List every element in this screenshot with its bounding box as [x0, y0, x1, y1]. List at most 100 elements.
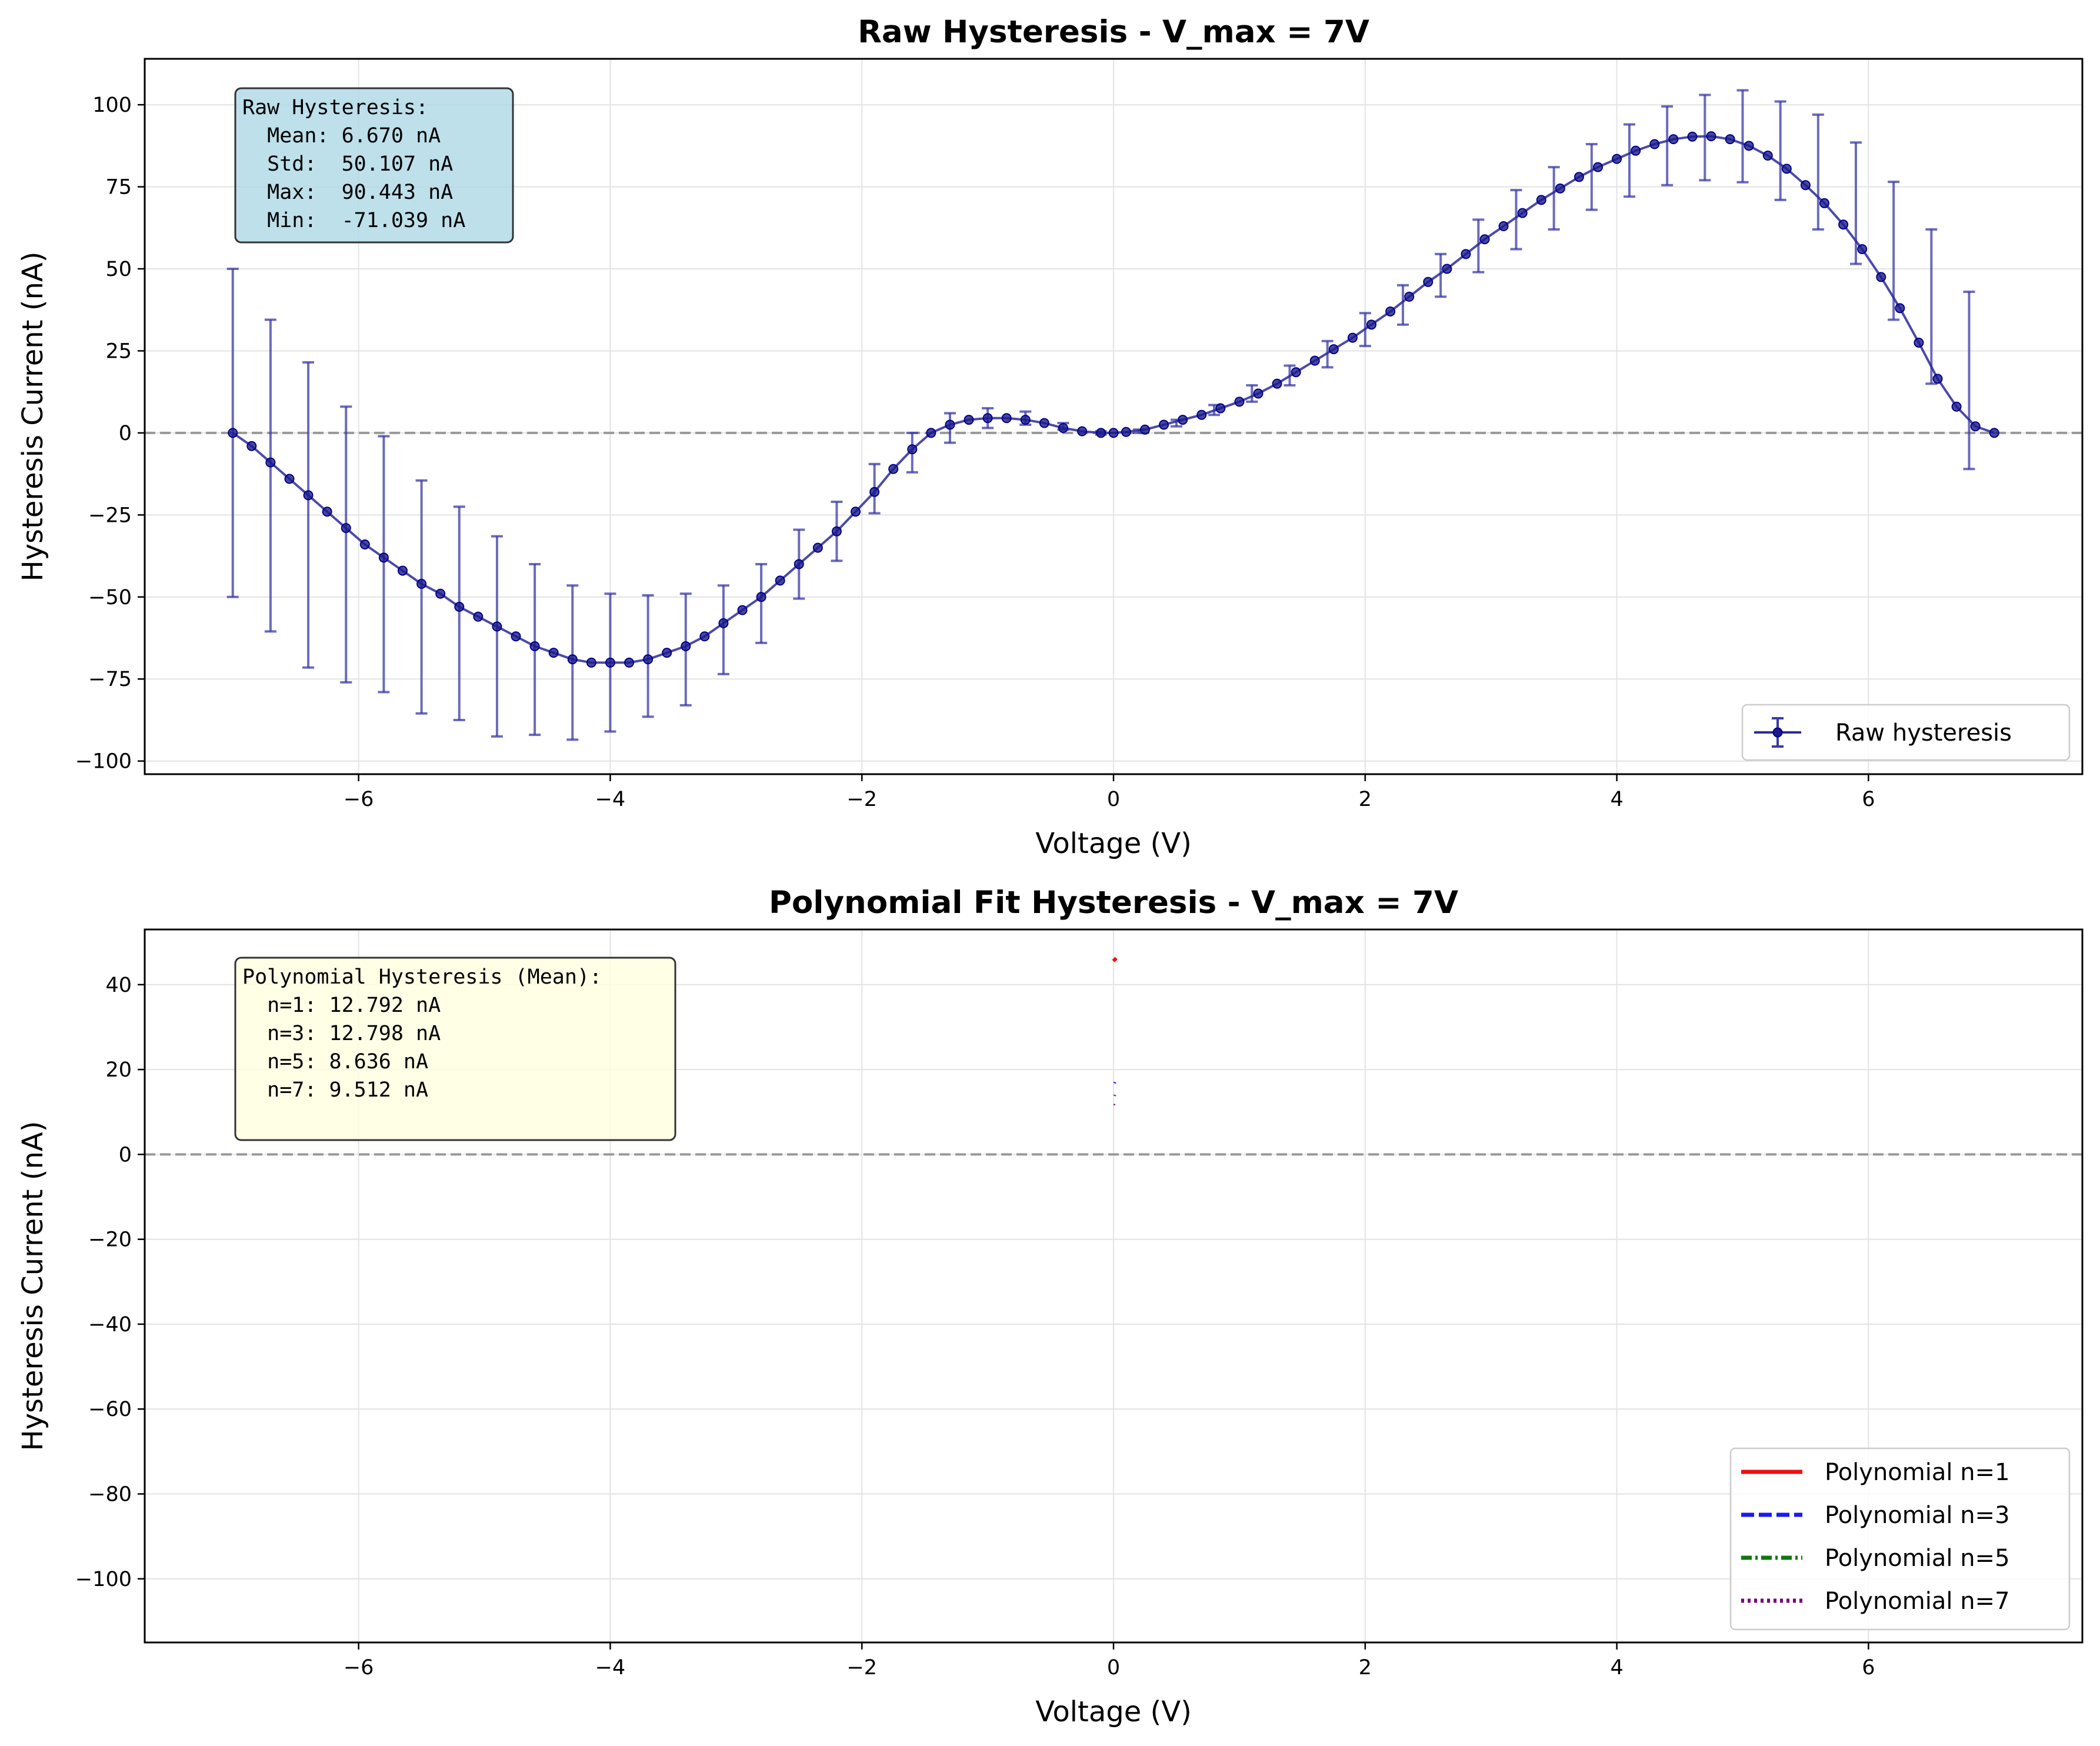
- data-point: [926, 428, 936, 438]
- data-point: [1612, 154, 1622, 164]
- error-bar: [1246, 384, 1258, 403]
- y-tick-label: 100: [92, 94, 132, 117]
- data-point: [1001, 413, 1012, 424]
- data-point: [888, 464, 899, 474]
- error-bar: [378, 435, 390, 694]
- data-point: [1838, 219, 1849, 230]
- y-tick-label: −50: [88, 586, 132, 609]
- stats-box-line: Mean: 6.670 nA: [242, 124, 441, 148]
- data-point: [1895, 303, 1905, 314]
- data-point: [1020, 415, 1031, 425]
- y-tick-label: 0: [119, 1143, 132, 1167]
- legend: Polynomial n=1 Polynomial n=3 Polynomial n…: [1729, 1447, 2071, 1631]
- plot-area: [1112, 957, 1118, 1106]
- legend-box: [1741, 704, 2071, 761]
- data-point: [435, 588, 446, 599]
- data-point: [303, 490, 314, 501]
- data-point: [756, 592, 766, 602]
- ticks: −6 −4 −2 0 2 4 6 −100 −75 −50 −25 0 25 50 75 100: [75, 94, 1875, 811]
- error-bar: [1774, 100, 1786, 201]
- x-axis-label: Voltage (V): [1035, 1695, 1192, 1728]
- data-point: [624, 657, 634, 668]
- legend: Raw hysteresis: [1741, 704, 2071, 761]
- stats-box-line: n=1: 12.792 nA: [242, 994, 441, 1017]
- data-point: [265, 457, 276, 468]
- data-point: [1423, 276, 1434, 287]
- raw-hysteresis-chart: −6 −4 −2 0 2 4 6 −100 −75 −50 −25 0 25 50 75 100 Raw Hys…: [16, 14, 2084, 860]
- data-point: [1159, 419, 1169, 430]
- data-point: [851, 507, 861, 517]
- data-point: [1744, 141, 1754, 151]
- stats-box-line: Polynomial Hysteresis (Mean):: [242, 965, 602, 989]
- poly-n1-line: [1112, 957, 1118, 962]
- error-bar: [717, 584, 729, 675]
- x-tick-label: 2: [1359, 788, 1372, 811]
- data-point: [416, 578, 427, 589]
- data-point: [681, 641, 691, 651]
- x-tick-label: 0: [1107, 1656, 1120, 1680]
- chart-title: Raw Hysteresis - V_max = 7V: [858, 14, 1369, 50]
- error-bar: [264, 318, 276, 633]
- data-point: [1039, 418, 1049, 428]
- data-point: [1234, 396, 1245, 407]
- data-point: [945, 419, 955, 430]
- data-point: [1139, 424, 1150, 435]
- data-point: [1108, 428, 1119, 438]
- data-point: [1819, 198, 1830, 208]
- x-tick-label: 4: [1610, 1656, 1623, 1680]
- data-point: [605, 657, 615, 668]
- chart-title: Polynomial Fit Hysteresis - V_max = 7V: [769, 885, 1458, 921]
- error-bar: [1623, 123, 1635, 198]
- y-tick-label: −20: [88, 1228, 132, 1252]
- data-point: [1762, 151, 1773, 161]
- y-tick-label: 40: [105, 974, 132, 997]
- data-point: [643, 654, 654, 665]
- data-point: [1404, 291, 1415, 302]
- data-point: [1876, 272, 1886, 282]
- x-tick-label: 0: [1107, 788, 1120, 811]
- data-point: [1309, 355, 1320, 366]
- data-point: [359, 539, 370, 550]
- data-point: [567, 654, 578, 665]
- stats-box-line: n=3: 12.798 nA: [242, 1022, 441, 1045]
- stats-box-background: [234, 87, 514, 244]
- error-bar: [302, 361, 315, 669]
- error-bar: [1812, 113, 1824, 231]
- data-point: [529, 641, 540, 651]
- error-bar: [1435, 252, 1447, 298]
- legend-label: Raw hysteresis: [1835, 719, 2012, 747]
- data-point: [1914, 337, 1924, 348]
- data-point: [322, 507, 332, 517]
- error-bar: [1661, 105, 1674, 186]
- data-point: [1989, 428, 1999, 438]
- error-bar: [415, 479, 428, 715]
- y-tick-label: −100: [75, 1568, 132, 1591]
- data-point: [228, 428, 238, 438]
- data-point: [1932, 374, 1943, 384]
- legend-label: Polynomial n=1: [1825, 1459, 2010, 1486]
- data-point: [1347, 332, 1358, 343]
- x-tick-label: −6: [344, 788, 374, 811]
- y-tick-label: 25: [105, 339, 132, 363]
- data-point: [246, 441, 257, 451]
- y-tick-label: 20: [105, 1058, 132, 1082]
- data-point: [662, 648, 672, 658]
- x-tick-label: 4: [1610, 788, 1623, 811]
- y-tick-label: −25: [88, 504, 132, 527]
- data-point: [1253, 388, 1264, 399]
- data-point: [1555, 183, 1565, 194]
- data-point: [737, 605, 748, 615]
- data-point: [1649, 139, 1660, 149]
- data-point: [492, 621, 502, 632]
- data-point: [812, 542, 823, 553]
- stats-box: Raw Hysteresis: Mean: 6.670 nA Std: 50.1…: [234, 87, 514, 244]
- data-point: [1058, 423, 1068, 434]
- data-point: [397, 565, 408, 576]
- data-point: [1536, 195, 1546, 205]
- data-point: [1178, 415, 1188, 425]
- data-point: [1215, 403, 1226, 414]
- data-point: [907, 444, 918, 455]
- x-tick-label: −6: [344, 1656, 374, 1680]
